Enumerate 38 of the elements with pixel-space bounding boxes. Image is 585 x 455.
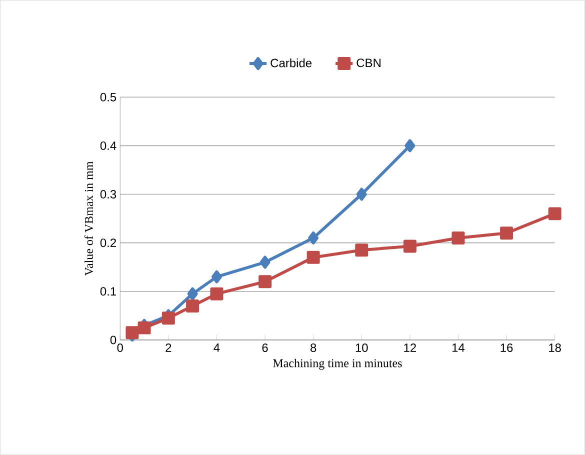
point xyxy=(404,139,416,152)
y-tick-label: 0.3 xyxy=(100,190,116,198)
x-axis-title: Machining time in minutes xyxy=(273,358,402,370)
legend-label: Carbide xyxy=(270,58,312,68)
point xyxy=(210,287,224,300)
y-tick-label: 0.4 xyxy=(100,141,116,150)
point xyxy=(355,244,368,257)
x-tick-label: 6 xyxy=(262,343,268,352)
x-tick-label: 10 xyxy=(356,343,368,352)
x-tick-label: 18 xyxy=(549,343,561,352)
point xyxy=(126,326,139,340)
x-tick-label: 14 xyxy=(452,343,465,352)
x-tick-label: 4 xyxy=(214,343,220,352)
y-tick-label: 0.5 xyxy=(100,92,116,102)
point xyxy=(306,250,320,264)
point xyxy=(356,188,367,201)
point xyxy=(452,231,465,244)
legend-label: CBN xyxy=(356,58,380,68)
point xyxy=(186,299,200,312)
y-tick-label: 0.1 xyxy=(100,287,116,296)
point xyxy=(138,321,151,334)
y-axis-title: Value of VBmax in mm xyxy=(84,161,94,276)
y-tick-label: 0 xyxy=(110,336,116,344)
x-tick-label: 0 xyxy=(117,343,123,352)
point xyxy=(162,312,175,325)
point xyxy=(548,207,562,220)
x-tick-label: 8 xyxy=(310,343,316,352)
point xyxy=(260,256,270,269)
point xyxy=(500,226,514,240)
point xyxy=(403,240,416,253)
point xyxy=(211,270,222,284)
point xyxy=(258,275,272,288)
x-tick-label: 16 xyxy=(500,343,513,352)
point xyxy=(187,287,198,300)
x-tick-label: 2 xyxy=(166,343,172,352)
point xyxy=(308,231,319,244)
x-tick-label: 12 xyxy=(404,343,416,352)
y-tick-label: 0.2 xyxy=(100,238,116,248)
